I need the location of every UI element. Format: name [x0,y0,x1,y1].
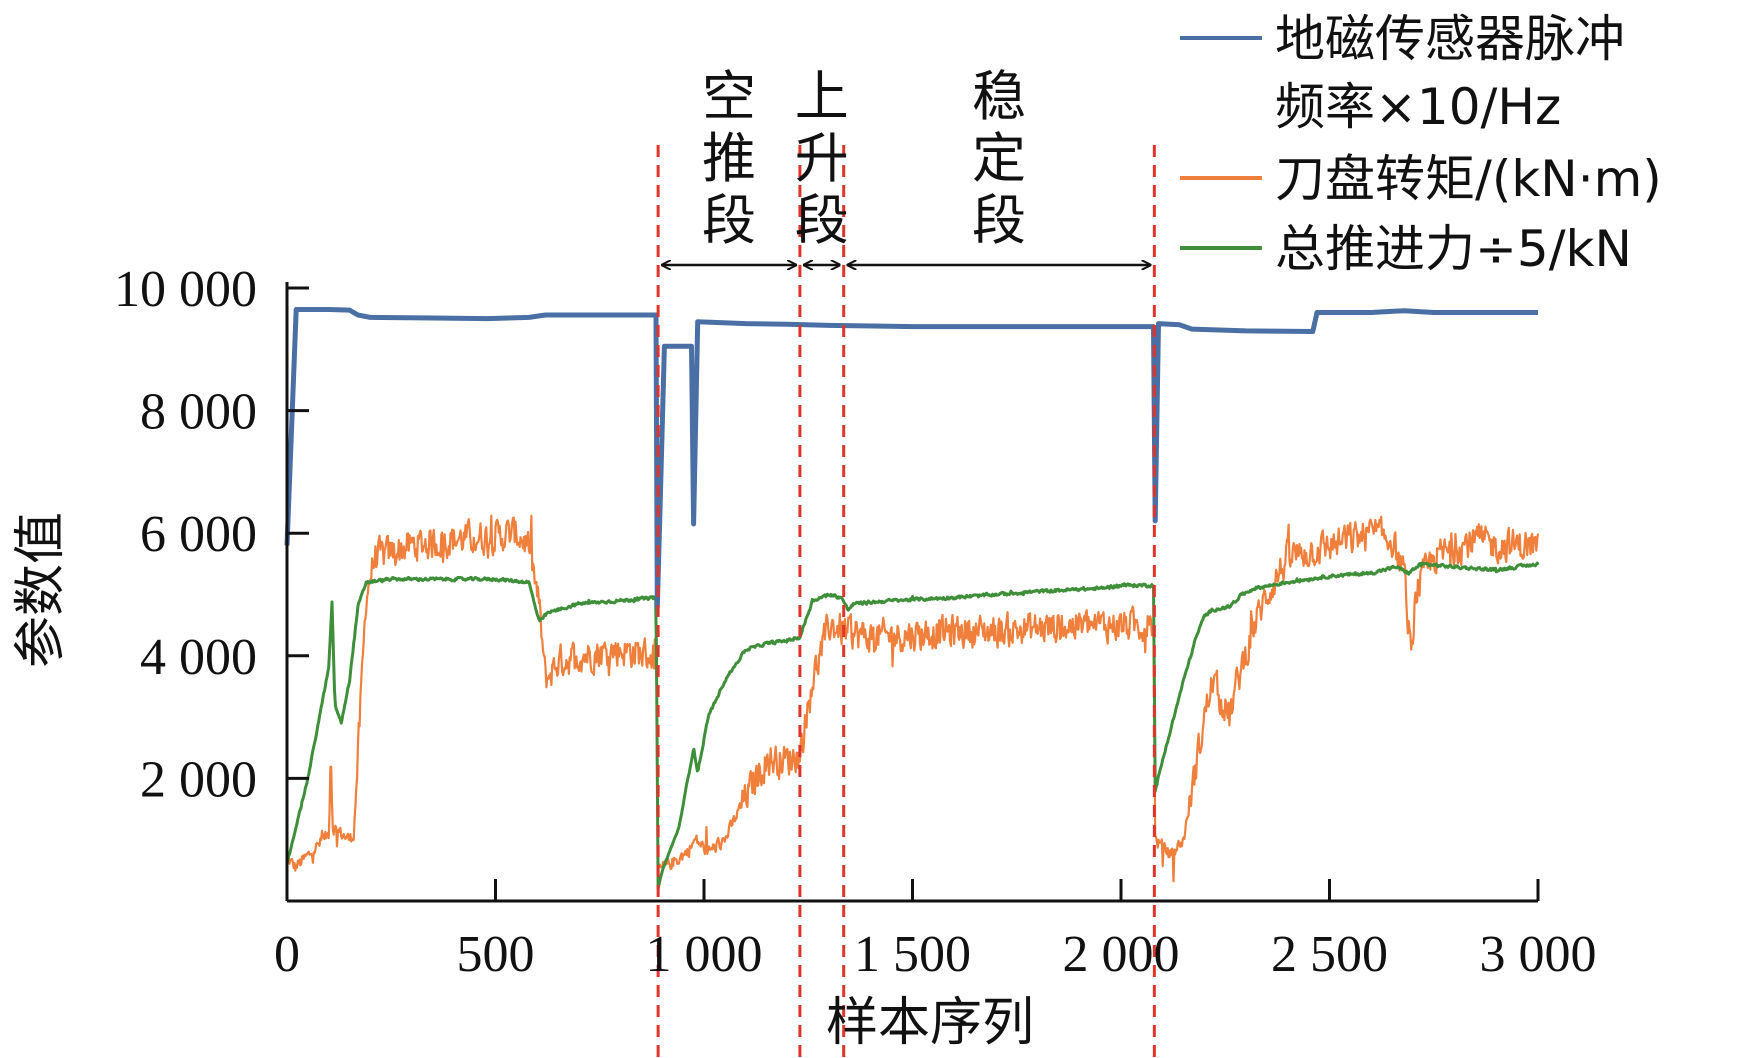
tick-labels: 0 500 1 000 1 500 2 000 2 500 3 000 2 000 4 000 6… [114,261,1597,983]
phase-label-1-char-2: 段 [795,189,849,252]
legend-label-0: 地磁传感器脉冲 [1275,10,1625,68]
y-tick-label-3: 8 000 [140,384,257,441]
axes [285,282,1540,903]
legend-label-1: 刀盘转矩/(kN·m) [1275,150,1662,208]
y-tick-label-1: 4 000 [140,629,257,686]
phase-boundary-layer [656,145,1156,1058]
series-layer [284,307,1540,891]
x-tick-label-4: 2 000 [1063,926,1180,983]
phase-label-0-char-2: 段 [702,189,756,252]
series-line-1 [286,514,1540,883]
phase-label-1-char-0: 上 [795,65,849,128]
series-line-2 [285,561,1540,891]
phase-label-1-char-1: 升 [795,127,849,190]
y-tick-label-2: 6 000 [140,506,257,563]
x-tick-label-6: 3 000 [1480,926,1597,983]
x-tick-label-3: 1 500 [854,926,971,983]
x-tick-label-2: 1 000 [646,926,763,983]
x-tick-label-0: 0 [274,926,300,983]
phase-label-2-char-0: 稳 [972,65,1026,128]
legend-label-2: 总推进力÷5/kN [1275,220,1632,278]
x-tick-label-1: 500 [457,926,535,983]
y-axis-title: 参数值 [11,512,71,668]
series-line-0 [284,307,1538,610]
phase-label-2-char-2: 段 [972,189,1026,252]
y-tick-label-4: 10 000 [114,261,257,318]
x-axis-title: 样本序列 [826,993,1034,1053]
y-tick-label-0: 2 000 [140,751,257,808]
phase-label-0-char-0: 空 [702,65,756,128]
legend-label-0-line2: 频率×10/Hz [1275,78,1561,136]
phase-label-0-char-1: 推 [702,127,756,190]
x-tick-label-5: 2 500 [1271,926,1388,983]
phase-label-2-char-1: 定 [972,127,1026,190]
